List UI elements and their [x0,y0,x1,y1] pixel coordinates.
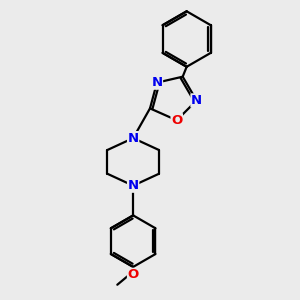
Text: O: O [171,114,182,127]
Text: N: N [152,76,163,89]
Text: N: N [191,94,202,107]
Text: O: O [128,268,139,281]
Text: N: N [128,179,139,192]
Text: N: N [128,132,139,145]
